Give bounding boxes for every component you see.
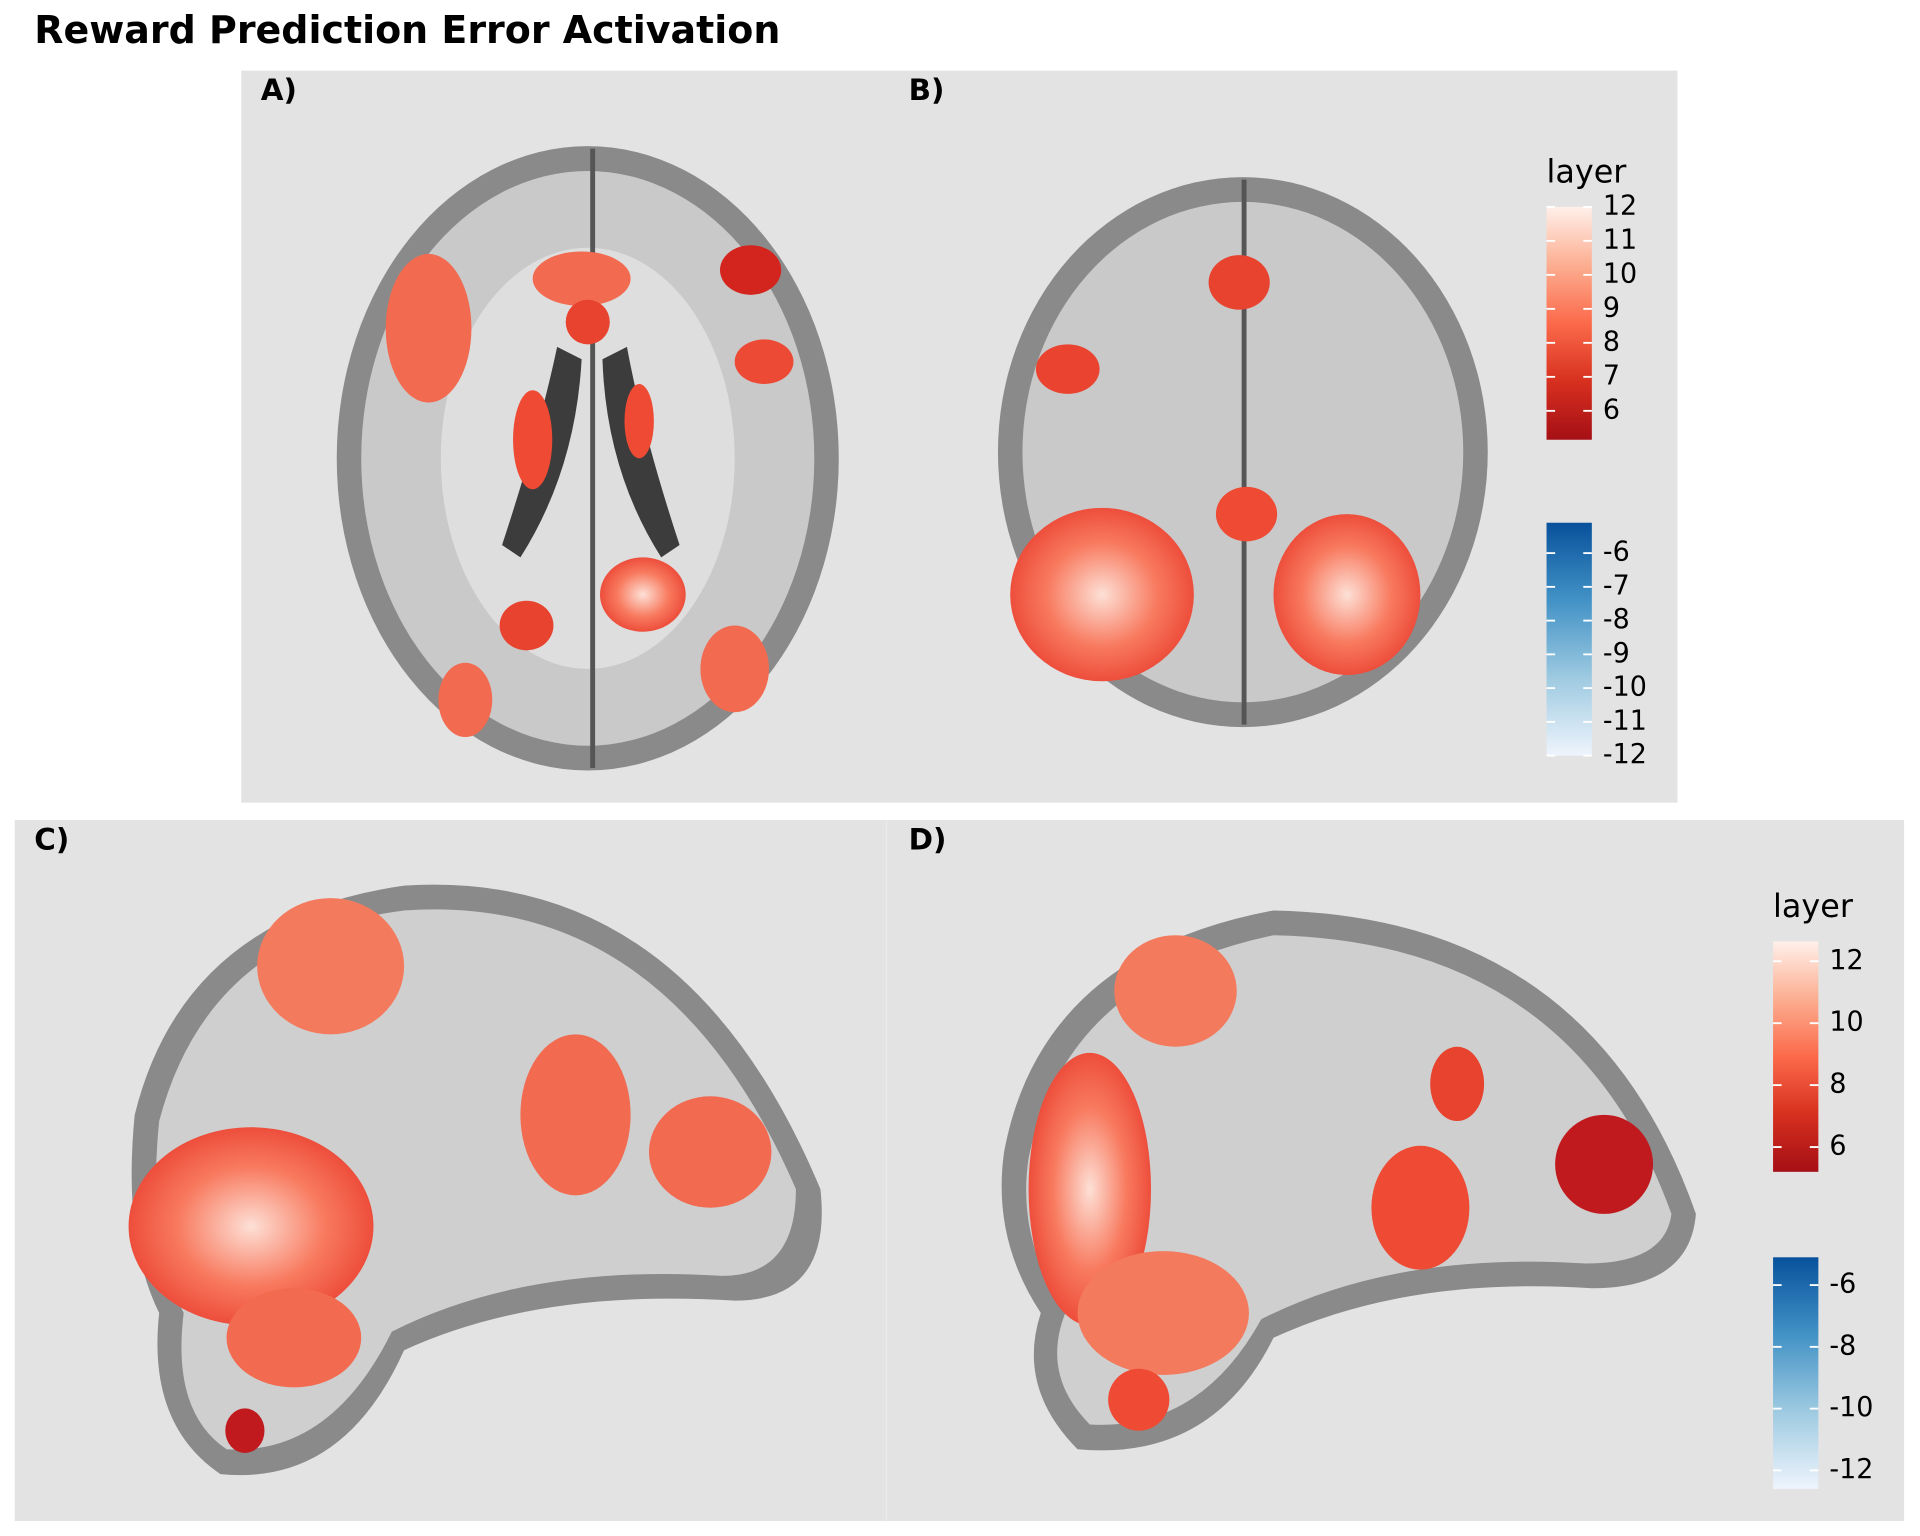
brain-slice: [128, 884, 822, 1476]
colorbar-tick-label: -8: [1603, 604, 1630, 635]
brain-slice: [997, 177, 1488, 728]
colorbar-tick-label: 11: [1603, 224, 1637, 255]
panel-label: B): [909, 73, 945, 107]
colorbar-tick-label: -7: [1603, 570, 1630, 601]
colorbar-tick-label: 9: [1603, 292, 1620, 323]
colorbar-tick-label: -10: [1603, 672, 1647, 703]
colorbar-tick-label: 10: [1603, 258, 1637, 289]
colorbar-tick-label: -8: [1829, 1330, 1856, 1361]
colorbar-tick-label: -11: [1603, 705, 1647, 736]
colorbar-tick-label: 8: [1829, 1069, 1846, 1100]
legends: layer6789101112-6-7-8-9-10-11-12layer681…: [1546, 152, 1873, 1489]
colorbar-tick-label: 8: [1603, 326, 1620, 357]
panel-label: D): [909, 822, 947, 856]
colorbar-tick-label: -6: [1829, 1268, 1856, 1299]
colorbar: [1546, 206, 1592, 440]
colorbar: [1773, 941, 1819, 1172]
legend-title: layer: [1773, 887, 1854, 925]
brain-slice: [1001, 910, 1696, 1451]
colorbar: [1546, 522, 1592, 756]
panel-label: A): [261, 73, 297, 107]
colorbar-tick-label: 6: [1603, 394, 1620, 425]
colorbar-tick-label: 12: [1603, 190, 1637, 221]
colorbar: [1773, 1257, 1819, 1489]
colorbar-tick-label: 12: [1829, 945, 1863, 976]
colorbar-tick-label: 7: [1603, 360, 1620, 391]
colorbar-tick-label: -12: [1829, 1454, 1873, 1485]
panel-label: C): [34, 822, 69, 856]
colorbar-tick-label: -9: [1603, 638, 1630, 669]
brain-slice: [336, 146, 839, 771]
colorbar-tick-label: -10: [1829, 1392, 1873, 1423]
colorbar-tick-label: -6: [1603, 537, 1630, 568]
colorbar-tick-label: -12: [1603, 739, 1647, 770]
colorbar-tick-label: 6: [1829, 1130, 1846, 1161]
colorbar-tick-label: 10: [1829, 1007, 1863, 1038]
figure-title: Reward Prediction Error Activation: [34, 9, 780, 53]
legend-title: layer: [1547, 152, 1628, 190]
